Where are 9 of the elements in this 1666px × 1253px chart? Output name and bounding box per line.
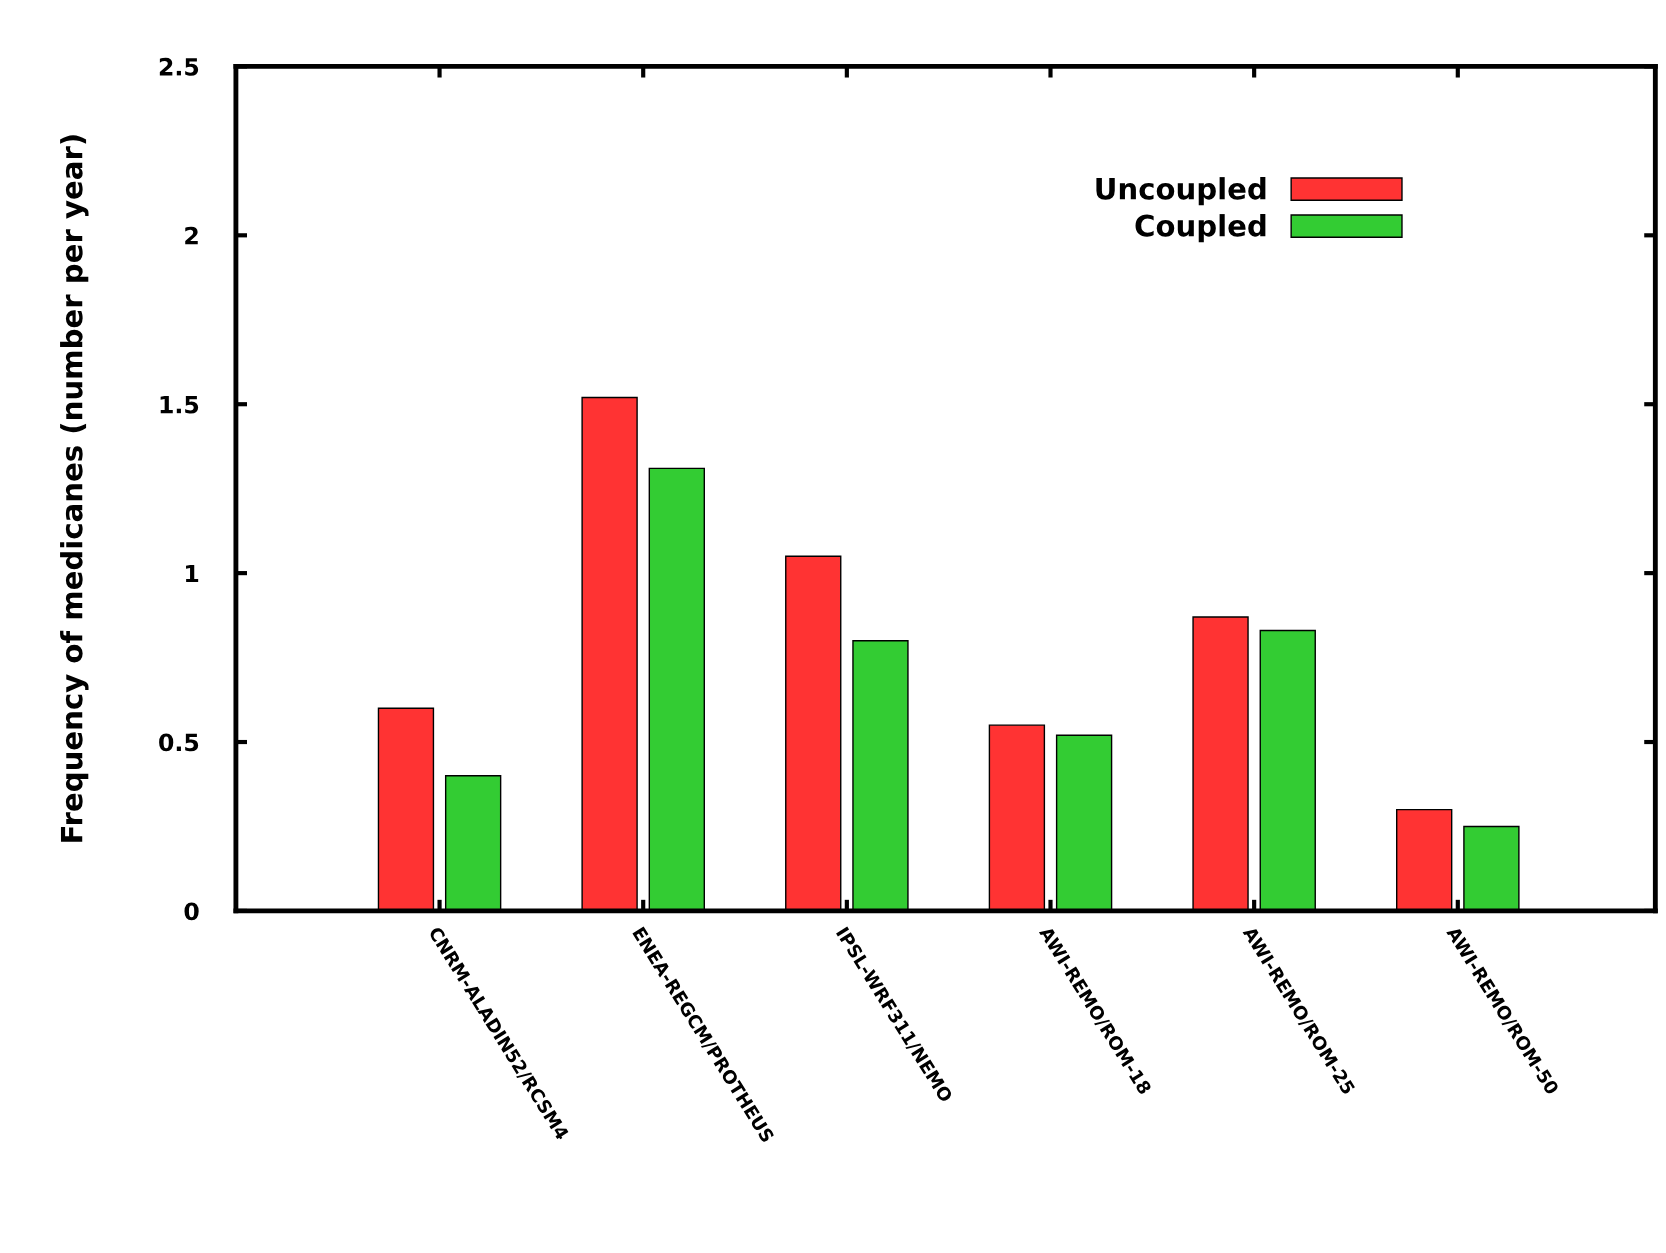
y-tick-label: 1.5 (160, 395, 199, 414)
y-tick-label: 0.5 (159, 733, 199, 752)
y-tick-label: 2.5 (159, 57, 199, 76)
y-tick-label: 2 (185, 226, 198, 245)
y-axis-title: Frequency of medicanes (number per year) (60, 135, 89, 842)
y-tick-label: 1 (186, 564, 199, 583)
legend-label: Coupled (1135, 214, 1266, 243)
y-tick-label: 0 (184, 902, 199, 921)
legend-label: Uncoupled (1096, 177, 1266, 206)
